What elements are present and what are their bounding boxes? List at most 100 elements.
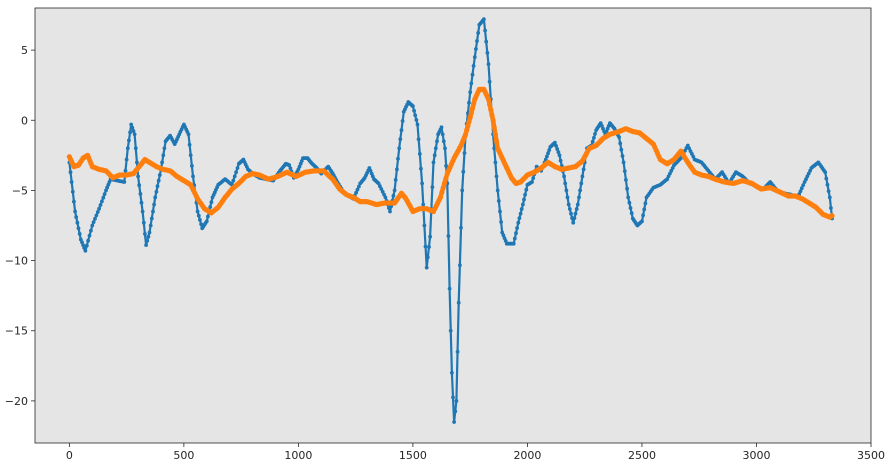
data-point	[483, 28, 487, 33]
data-point	[93, 216, 97, 221]
data-point	[422, 223, 427, 228]
data-point	[471, 101, 477, 107]
data-point	[641, 213, 645, 218]
x-tick-label: 2000	[513, 449, 541, 462]
data-point	[629, 211, 634, 216]
data-point	[95, 210, 100, 214]
data-point	[590, 139, 595, 144]
data-point	[415, 122, 420, 127]
data-point	[572, 216, 577, 221]
data-point	[139, 200, 144, 205]
data-point	[799, 186, 804, 191]
data-point	[102, 192, 107, 197]
data-point	[488, 107, 494, 113]
data-point	[569, 211, 573, 216]
data-point	[433, 146, 438, 151]
data-point	[144, 243, 149, 248]
data-point	[196, 213, 201, 218]
data-point	[469, 81, 474, 86]
data-point	[515, 226, 519, 230]
data-point	[460, 188, 465, 193]
data-point	[464, 127, 470, 133]
data-point	[417, 152, 422, 156]
data-point	[619, 147, 624, 152]
data-point	[467, 114, 473, 121]
data-point	[499, 220, 503, 224]
data-point	[487, 79, 492, 84]
data-point	[621, 160, 626, 165]
x-tick-label: 0	[66, 449, 73, 462]
data-point	[446, 234, 451, 238]
data-point	[146, 234, 151, 239]
data-point	[555, 147, 560, 151]
data-point	[575, 202, 580, 207]
data-point	[380, 189, 385, 194]
data-point	[147, 230, 152, 235]
data-point	[393, 178, 398, 182]
data-point	[132, 132, 137, 137]
data-point	[299, 159, 304, 163]
data-point	[489, 112, 495, 118]
data-point	[462, 151, 467, 155]
data-point	[69, 180, 74, 184]
data-point	[485, 96, 492, 102]
data-point	[593, 132, 597, 136]
data-point	[138, 192, 143, 196]
data-point	[554, 144, 558, 148]
x-tick-label: 500	[173, 449, 194, 462]
data-point	[129, 122, 134, 127]
data-point	[514, 231, 518, 236]
data-point	[141, 220, 146, 225]
data-point	[562, 174, 566, 179]
data-point	[187, 142, 192, 147]
data-point	[469, 105, 476, 111]
x-tick-label: 2500	[628, 449, 656, 462]
data-point	[498, 209, 502, 214]
data-point	[81, 243, 85, 248]
data-point	[620, 154, 625, 158]
data-point	[512, 236, 517, 241]
data-point	[829, 206, 833, 210]
data-point	[209, 200, 214, 205]
data-point	[493, 160, 498, 165]
data-point	[413, 113, 418, 118]
data-point	[137, 183, 142, 188]
series-2	[66, 86, 835, 220]
data-point	[643, 201, 648, 206]
data-point	[133, 146, 138, 151]
data-point	[70, 189, 75, 194]
data-point	[826, 189, 831, 194]
y-tick-label: 5	[21, 44, 28, 57]
data-point	[666, 174, 671, 179]
data-point	[122, 180, 127, 184]
data-point	[143, 232, 147, 236]
y-tick-label: −15	[5, 325, 28, 338]
data-point	[454, 399, 459, 403]
data-point	[475, 39, 479, 43]
data-point	[235, 166, 240, 170]
data-point	[486, 62, 491, 66]
data-point	[451, 395, 455, 400]
data-point	[148, 223, 153, 228]
data-point	[437, 194, 443, 200]
data-point	[455, 349, 460, 354]
data-point	[161, 153, 166, 158]
data-point	[400, 119, 405, 123]
data-point	[461, 169, 466, 174]
data-point	[806, 171, 811, 176]
data-point	[495, 188, 500, 193]
series-layer	[66, 17, 835, 424]
data-point	[467, 100, 471, 105]
data-point	[398, 137, 403, 142]
data-point	[135, 160, 139, 165]
data-point	[162, 146, 167, 151]
data-point	[669, 168, 674, 173]
data-point	[157, 173, 162, 177]
y-tick-label: −10	[5, 255, 28, 268]
data-point	[145, 239, 150, 243]
data-point	[468, 90, 473, 95]
data-point	[530, 180, 534, 184]
data-point	[556, 150, 561, 155]
